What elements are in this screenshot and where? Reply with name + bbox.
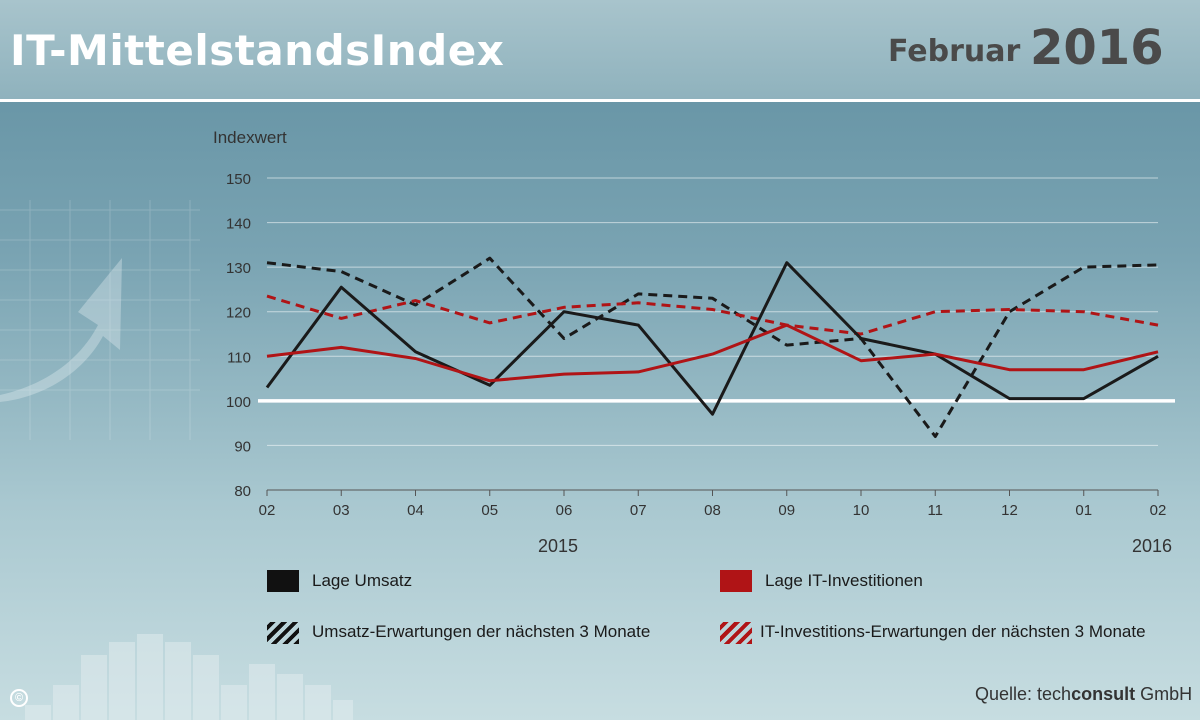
report-month: Februar — [888, 34, 1021, 69]
legend-swatch-it-investitions-erwartungen — [720, 622, 752, 644]
source-prefix: Quelle: tech — [975, 684, 1072, 704]
x-tick-label: 09 — [778, 502, 795, 519]
year-label: 2016 — [1132, 536, 1172, 556]
series-line-1 — [266, 323, 1159, 383]
source-suffix: GmbH — [1135, 684, 1193, 704]
background-bars-decoration — [25, 634, 353, 720]
x-tick-label: 03 — [333, 502, 350, 519]
x-tick-label: 02 — [1150, 502, 1167, 519]
y-tick-label: 120 — [226, 305, 251, 322]
x-axis-ticks: 02 03 04 05 06 07 08 09 10 11 12 01 02 — [259, 489, 1167, 519]
x-tick-label: 12 — [1001, 502, 1018, 519]
legend-swatch-lage-umsatz — [267, 570, 299, 592]
y-tick-label: 80 — [234, 483, 251, 500]
x-tick-label: 11 — [927, 502, 943, 519]
y-tick-label: 90 — [234, 438, 251, 455]
legend-label-lage-umsatz: Lage Umsatz — [312, 571, 413, 590]
legend-swatch-umsatz-erwartungen — [267, 622, 299, 644]
chart-series — [265, 256, 1159, 438]
x-tick-label: 10 — [853, 502, 870, 519]
y-tick-label: 110 — [227, 349, 251, 366]
y-tick-label: 130 — [226, 260, 251, 277]
x-tick-label: 06 — [556, 502, 573, 519]
background-grid-decoration — [0, 200, 200, 440]
source-brand: consult — [1071, 684, 1136, 704]
legend-label-lage-it-investitionen: Lage IT-Investitionen — [765, 571, 923, 590]
copyright-icon: © — [10, 689, 28, 707]
source-credit: Quelle: techconsult GmbH — [975, 684, 1192, 705]
x-tick-label: 04 — [407, 502, 424, 519]
y-axis-ticks: 80 90 100 110 120 130 140 150 — [226, 171, 251, 500]
page-title: IT-MittelstandsIndex — [10, 26, 505, 75]
legend-swatch-lage-it-investitionen — [720, 570, 752, 592]
x-tick-label: 01 — [1075, 502, 1092, 519]
y-tick-label: 140 — [226, 216, 251, 233]
arrow-up-icon — [0, 258, 122, 402]
legend-label-umsatz-erwartungen: Umsatz-Erwartungen der nächsten 3 Monate — [312, 622, 651, 641]
x-tick-label: 02 — [259, 502, 276, 519]
x-tick-label: 08 — [704, 502, 721, 519]
report-year: 2016 — [1030, 20, 1164, 76]
legend-label-it-investitions-erwartungen: IT-Investitions-Erwartungen der nächsten… — [760, 622, 1146, 641]
series-line-3 — [266, 294, 1159, 336]
series-line-0 — [265, 261, 1159, 416]
x-tick-label: 07 — [630, 502, 647, 519]
chart-grid — [267, 177, 1158, 491]
y-tick-label: 100 — [226, 394, 251, 411]
y-tick-label: 150 — [226, 171, 251, 188]
series-line-2 — [266, 256, 1159, 438]
x-tick-label: 05 — [481, 502, 498, 519]
y-axis-title: Indexwert — [213, 128, 287, 147]
header-band: IT-MittelstandsIndex Februar 2016 — [0, 0, 1200, 102]
x-axis-year-labels: 2015 2016 — [538, 536, 1172, 556]
year-label: 2015 — [538, 536, 578, 556]
